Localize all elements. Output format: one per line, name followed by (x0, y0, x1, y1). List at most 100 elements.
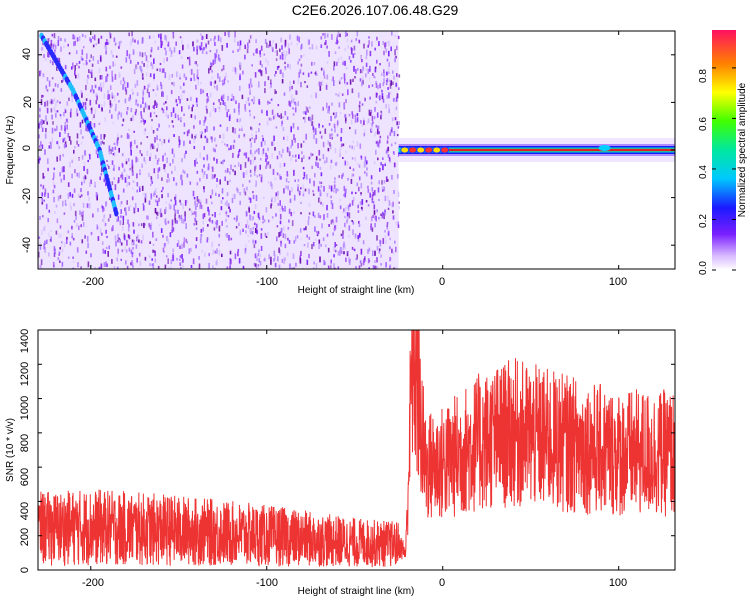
spectrogram-noise-cell (387, 87, 389, 90)
spectrogram-noise-cell (294, 107, 297, 113)
spectrogram-noise-cell (372, 200, 375, 204)
spectrogram-noise-cell (118, 41, 121, 47)
spectrogram-noise-cell (369, 192, 371, 198)
spectrogram-noise-cell (130, 117, 132, 122)
spectrogram-noise-cell (183, 241, 185, 248)
spectrogram-noise-cell (249, 149, 252, 155)
spectrogram-noise-cell (112, 225, 114, 231)
spectrogram-noise-cell (270, 199, 273, 203)
spectrogram-noise-cell (120, 201, 123, 205)
spectrogram-noise-cell (372, 214, 374, 218)
spectrogram-noise-cell (386, 222, 389, 225)
spectrogram-noise-cell (154, 137, 156, 143)
spectrogram-noise-cell (360, 192, 362, 195)
spectrogram-noise-cell (225, 211, 227, 214)
spectrogram-noise-cell (323, 75, 326, 79)
spectrogram-noise-cell (351, 111, 353, 115)
spectrogram-noise-cell (387, 154, 390, 158)
spectrogram-noise-cell (254, 204, 257, 209)
spectrogram-noise-cell (367, 204, 370, 207)
spectrogram-noise-cell (101, 166, 103, 173)
spectrogram-noise-cell (363, 129, 366, 133)
spectrogram-noise-cell (158, 123, 160, 128)
spectrogram-noise-cell (256, 223, 258, 229)
spectrogram-noise-cell (61, 266, 63, 269)
spectrogram-noise-cell (128, 175, 130, 179)
spectrogram-noise-cell (213, 38, 215, 42)
spectrogram-noise-cell (289, 101, 292, 107)
spectrogram-noise-cell (115, 103, 117, 109)
spectrogram-noise-cell (98, 86, 100, 91)
spectrogram-noise-cell (325, 244, 327, 248)
spectrogram-noise-cell (89, 37, 91, 42)
spectrogram-noise-cell (179, 262, 181, 266)
spectrogram-noise-cell (52, 121, 54, 125)
spectrogram-noise-cell (156, 68, 159, 71)
spectrogram-noise-cell (120, 209, 122, 214)
spectrogram-noise-cell (184, 216, 186, 222)
spectrogram-noise-cell (384, 210, 386, 216)
spectrogram-noise-cell (80, 188, 82, 193)
spectrogram-noise-cell (312, 127, 315, 133)
spectrogram-noise-cell (92, 36, 94, 39)
spectrogram-noise-cell (345, 31, 348, 36)
spectrogram-noise-cell (334, 51, 337, 54)
spectrogram-noise-cell (297, 143, 299, 149)
spectrogram-noise-cell (150, 193, 153, 199)
spectrogram-noise-cell (103, 262, 106, 267)
spectrogram-noise-cell (111, 259, 113, 264)
spectrogram-noise-cell (50, 143, 52, 149)
spectrogram-noise-cell (126, 50, 128, 57)
spectrogram-noise-cell (152, 130, 155, 134)
spectrogram-noise-cell (364, 171, 366, 174)
spectrogram-noise-cell (51, 137, 54, 144)
spectrogram-noise-cell (376, 257, 378, 263)
spectrogram-noise-cell (246, 186, 248, 191)
spectrogram-noise-cell (378, 248, 381, 251)
spectrogram-noise-cell (398, 87, 400, 90)
spectrogram-noise-cell (347, 89, 349, 96)
spectrogram-noise-cell (266, 162, 268, 167)
spectrogram-noise-cell (284, 205, 286, 212)
spectrogram-noise-cell (98, 122, 101, 125)
spectrogram-noise-cell (118, 111, 121, 115)
spectrogram-noise-cell (136, 65, 138, 70)
spectrogram-noise-cell (368, 267, 370, 269)
spectrogram-noise-cell (45, 128, 47, 133)
spectrogram-noise-cell (336, 40, 338, 44)
spectrogram-noise-cell (102, 81, 105, 88)
spectrogram-noise-cell (340, 233, 343, 237)
spectrogram-noise-cell (393, 162, 396, 168)
spectrogram-noise-cell (377, 125, 380, 129)
spectrogram-noise-cell (67, 182, 70, 187)
spectrogram-noise-cell (198, 256, 200, 260)
spectrogram-noise-cell (170, 205, 172, 210)
spectrogram-noise-cell (363, 162, 366, 168)
spectrogram-noise-cell (212, 265, 214, 269)
spectrogram-noise-cell (293, 134, 295, 141)
spectrogram-noise-cell (247, 157, 250, 162)
spectrogram-noise-cell (238, 222, 240, 226)
spectrogram-noise-cell (188, 60, 191, 66)
spectrogram-noise-cell (82, 63, 85, 66)
spectrogram-noise-cell (300, 143, 303, 148)
spectrogram-noise-cell (375, 124, 378, 128)
spectrogram-noise-cell (330, 262, 333, 269)
spectrogram-noise-cell (261, 151, 264, 156)
spectrogram-noise-cell (84, 34, 87, 39)
spectrogram-noise-cell (85, 128, 87, 132)
spectrogram-noise-cell (82, 46, 85, 49)
spectrogram-noise-cell (355, 266, 357, 269)
spectrogram-noise-cell (302, 184, 304, 190)
spectrogram-noise-cell (41, 127, 44, 132)
spectrogram-noise-cell (96, 95, 98, 101)
spectrogram-noise-cell (40, 265, 43, 269)
spectrogram-noise-cell (324, 42, 326, 46)
spectrogram-noise-cell (315, 230, 318, 234)
spectrogram-noise-cell (90, 123, 93, 127)
spectrogram-noise-cell (41, 230, 43, 235)
spectrogram-noise-cell (381, 214, 384, 219)
spectrogram-noise-cell (114, 235, 117, 241)
spectrogram-noise-cell (183, 113, 185, 116)
spectrogram-noise-cell (154, 40, 157, 44)
